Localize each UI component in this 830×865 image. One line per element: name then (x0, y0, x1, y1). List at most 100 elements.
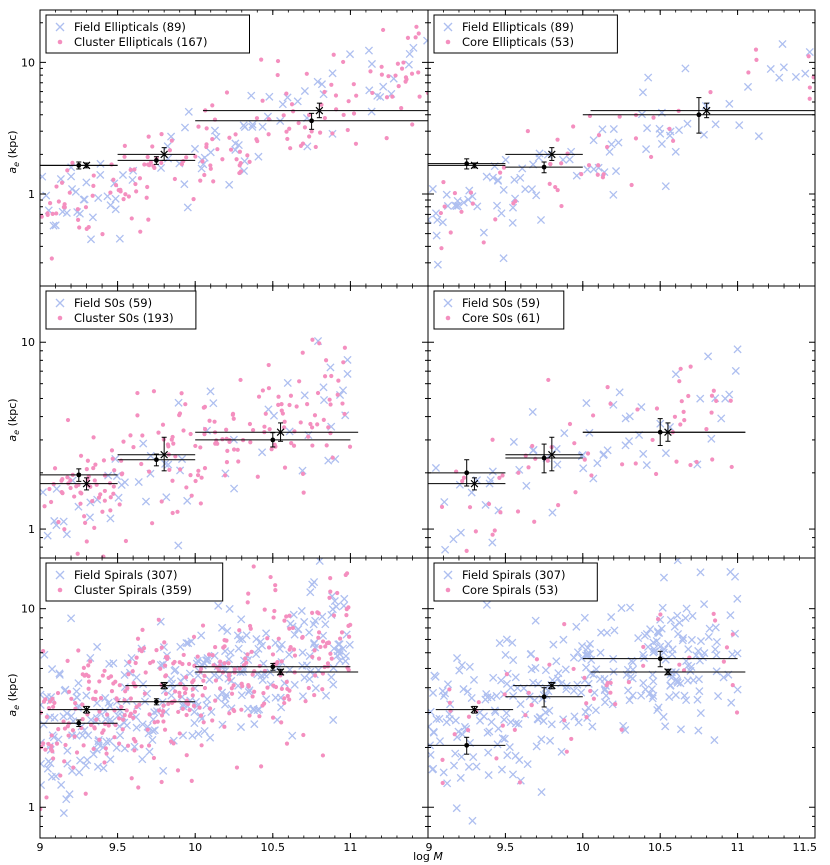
field-point (625, 603, 635, 612)
cluster-point (145, 184, 150, 190)
field-point (298, 692, 307, 701)
cluster-point (199, 743, 204, 748)
field-point (754, 132, 763, 141)
cluster-point (58, 773, 63, 778)
cluster-point (386, 74, 391, 79)
x-tick-label: 9.5 (497, 841, 515, 854)
field-point (505, 743, 514, 752)
field-point (55, 669, 64, 678)
cluster-point (347, 444, 353, 449)
cluster-point (285, 693, 290, 699)
cluster-point (83, 205, 89, 210)
field-point (658, 603, 667, 612)
cluster-point (287, 697, 292, 702)
field-point (607, 612, 616, 622)
field-point (209, 399, 218, 408)
cluster-point (237, 170, 242, 176)
field-point (257, 641, 267, 650)
field-point (464, 195, 473, 204)
field-point (725, 99, 734, 108)
field-point (225, 604, 234, 613)
cluster-point (292, 429, 297, 434)
x-tick-label: 11 (343, 841, 357, 854)
field-point (497, 676, 506, 685)
cluster-point (118, 189, 123, 194)
cluster-bin-mean (428, 459, 506, 487)
x-tick-label: 11 (731, 841, 745, 854)
field-point (695, 656, 704, 665)
field-point (445, 715, 454, 724)
field-point (518, 164, 527, 173)
field-point (733, 594, 742, 603)
cluster-point (265, 685, 270, 690)
field-point (467, 693, 476, 703)
cluster-point (198, 501, 203, 506)
field-point (293, 97, 302, 106)
cluster-point (134, 655, 139, 660)
field-point (277, 640, 286, 649)
cluster-point (328, 575, 333, 581)
field-point (83, 755, 92, 765)
cluster-point (273, 583, 278, 588)
cluster-point (66, 689, 72, 694)
cluster-point (93, 462, 98, 467)
field-point (805, 47, 814, 57)
field-point (684, 645, 693, 654)
cluster-point (301, 732, 306, 738)
cluster-point (396, 84, 401, 89)
cluster-point (69, 696, 74, 701)
field-point (166, 675, 175, 684)
field-point (726, 567, 735, 576)
field-point (106, 755, 115, 764)
cluster-point (336, 378, 341, 383)
field-point (508, 638, 517, 647)
cluster-point (228, 147, 234, 152)
x-tick-label: 10.5 (261, 841, 286, 854)
cluster-point (233, 132, 238, 137)
field-point (311, 616, 320, 625)
field-point (688, 611, 697, 620)
cluster-point (172, 176, 177, 182)
field-point (310, 638, 319, 648)
field-point (711, 120, 720, 129)
cluster-point (302, 125, 308, 130)
panel-1 (40, 24, 428, 261)
cluster-point (653, 471, 659, 477)
cluster-point (312, 413, 318, 418)
field-point (493, 176, 503, 185)
field-point (239, 121, 248, 130)
cluster-point (126, 194, 131, 199)
field-point (288, 731, 297, 740)
field-point (531, 663, 540, 672)
cluster-point (284, 741, 290, 746)
field-point (696, 709, 705, 718)
cluster-point (298, 420, 303, 425)
field-bin-mean-marker (664, 668, 672, 676)
cluster-point (259, 764, 264, 769)
field-point (328, 69, 337, 78)
cluster-point (490, 437, 495, 442)
cluster-point (254, 116, 260, 121)
cluster-point (54, 211, 59, 216)
cluster-point (111, 681, 116, 686)
field-point (197, 164, 206, 173)
field-bin-mean (47, 705, 126, 714)
cluster-point (470, 201, 475, 206)
field-point (557, 747, 566, 756)
cluster-point (613, 702, 618, 707)
cluster-point (467, 505, 473, 510)
field-point (443, 680, 453, 689)
cluster-point (276, 636, 281, 641)
cluster-point (179, 162, 185, 167)
field-point (40, 781, 46, 790)
cluster-bin-mean-marker (657, 656, 663, 662)
field-point (532, 191, 541, 200)
field-point (531, 616, 540, 625)
field-point (577, 654, 586, 663)
field-point (666, 615, 675, 625)
cluster-point (202, 673, 207, 678)
field-point (614, 138, 623, 147)
field-point (456, 773, 465, 782)
cluster-point (492, 528, 497, 533)
